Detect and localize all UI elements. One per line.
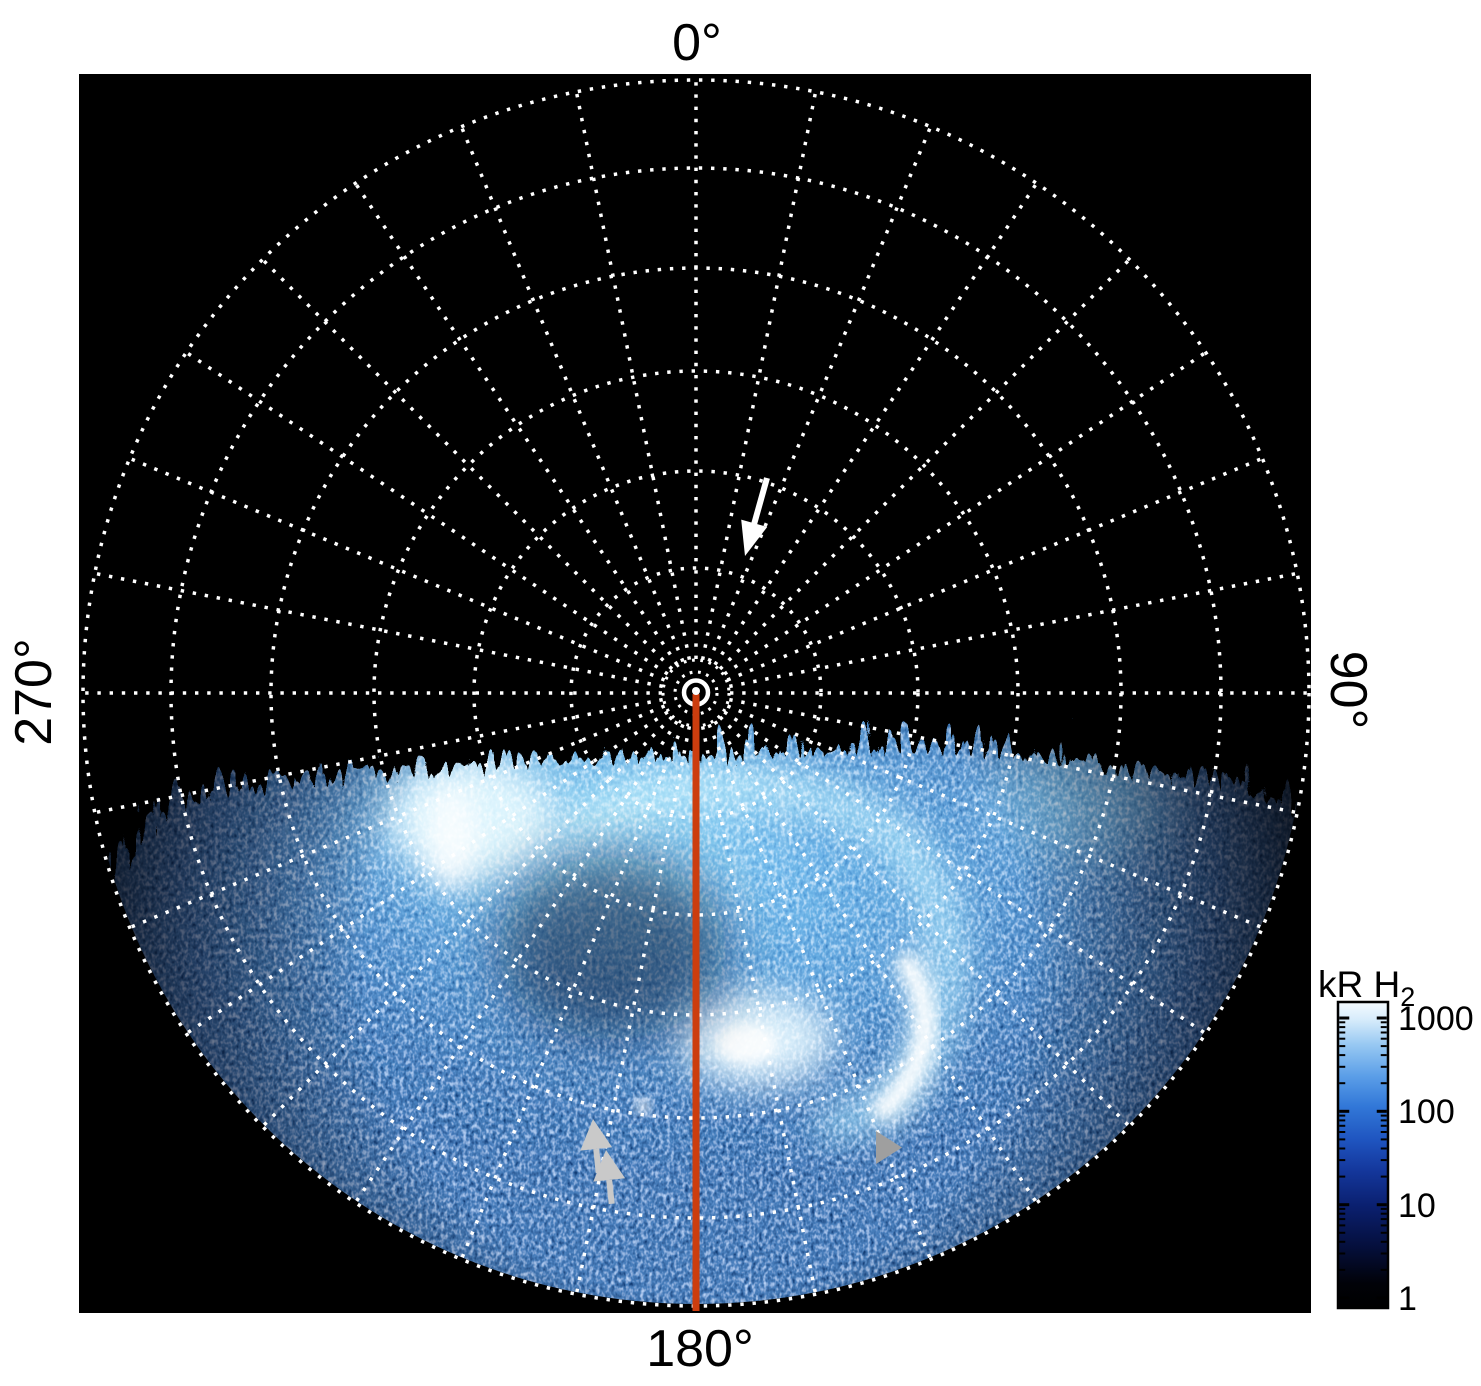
gray-triangle-marker — [876, 1131, 902, 1164]
colorbar-tick-label-100: 100 — [1398, 1093, 1455, 1131]
gray-arrow-1 — [580, 1119, 613, 1174]
colorbar-title-subscript: 2 — [1400, 982, 1415, 1012]
angle-label-left: 270° — [5, 638, 63, 746]
colorbar-ticks — [1339, 1016, 1387, 1300]
colorbar-tick-label-10: 10 — [1398, 1187, 1436, 1225]
pole-center-dot — [692, 687, 700, 695]
angle-label-top: 0° — [672, 14, 722, 72]
colorbar-title-main: kR H — [1318, 964, 1400, 1005]
angle-label-right: 90° — [1319, 651, 1377, 730]
colorbar-title: kR H2 — [1318, 964, 1415, 1012]
gray-arrow-2 — [593, 1150, 626, 1205]
colorbar: kR H2 1000 100 10 1 — [1318, 964, 1474, 1318]
colorbar-gradient — [1336, 1000, 1390, 1310]
polar-grid — [81, 78, 1311, 1308]
colorbar-tick-label-1000: 1000 — [1398, 1000, 1474, 1038]
colorbar-tick-label-1: 1 — [1398, 1280, 1417, 1318]
angle-label-bottom: 180° — [646, 1320, 754, 1378]
white-arrow-annotation — [741, 477, 770, 556]
